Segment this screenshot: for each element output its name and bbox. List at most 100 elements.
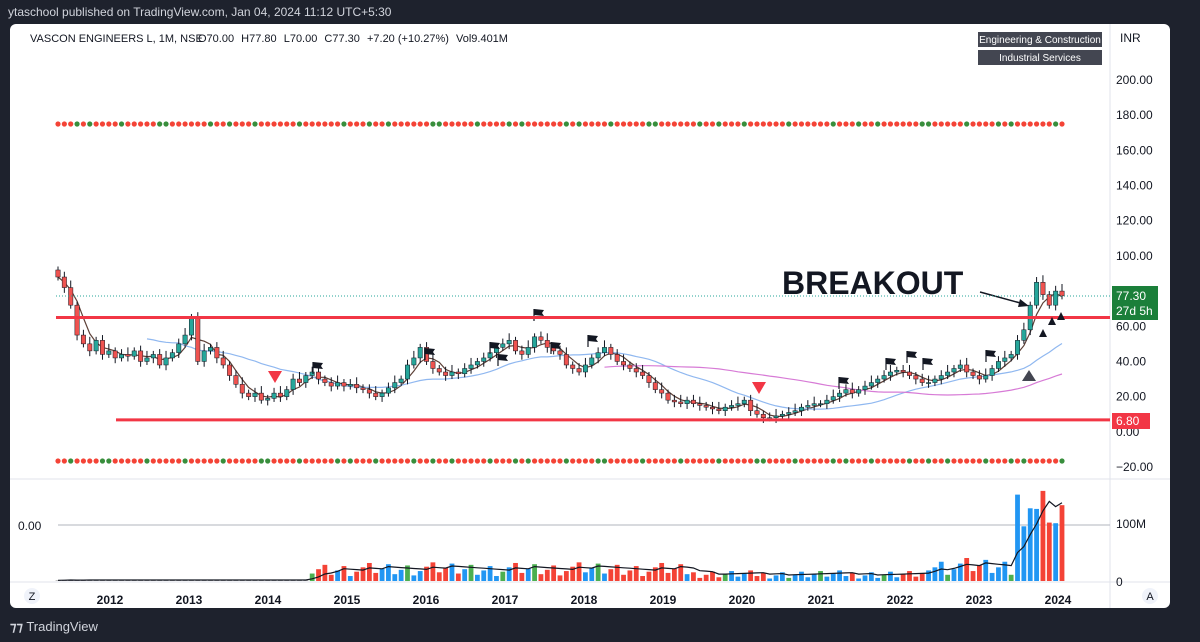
signal-dot: [462, 121, 468, 127]
signal-dot: [817, 121, 824, 127]
signal-dot: [665, 458, 671, 464]
signal-dot: [894, 458, 900, 464]
horizontal-lines[interactable]: [56, 315, 1110, 422]
volume-bar: [608, 569, 614, 581]
volume-bar: [93, 580, 99, 581]
signal-dot: [303, 121, 309, 127]
signal-dot: [61, 121, 67, 127]
candle-body: [182, 334, 188, 345]
auto-scale-left-button[interactable]: Z: [24, 588, 40, 604]
signal-dot: [385, 121, 392, 127]
volume-bar: [881, 574, 887, 581]
candle-body: [805, 405, 811, 408]
sector-badge-1: Engineering & Construction: [979, 35, 1101, 46]
volume-bar: [481, 570, 487, 581]
signal-dot: [258, 121, 264, 127]
volume-bar: [888, 571, 893, 581]
volume-bar: [398, 569, 404, 581]
signal-dot: [964, 121, 970, 127]
signal-dot: [417, 121, 423, 127]
candle-body: [856, 389, 862, 394]
price-axis-tick: 120.00: [1116, 214, 1153, 228]
volume-bar: [208, 580, 213, 581]
volume-bar: [754, 576, 760, 581]
signal-dot: [214, 121, 220, 127]
candle-body: [131, 350, 137, 357]
candle-body: [608, 347, 614, 355]
volume-bar: [741, 573, 747, 581]
candle-body: [277, 392, 283, 397]
signal-dot: [836, 121, 843, 127]
signal-dot: [601, 121, 608, 127]
signal-dot: [443, 458, 449, 464]
candle-body: [519, 350, 525, 355]
signal-dot: [404, 458, 411, 464]
volume-bar: [875, 577, 881, 581]
volume-bar: [1002, 561, 1008, 581]
candle-body: [957, 364, 963, 369]
signal-dot: [277, 458, 284, 464]
signal-dot: [144, 458, 150, 464]
signal-dot: [1059, 458, 1065, 464]
candle-body: [68, 287, 74, 306]
signal-dot: [226, 121, 233, 127]
volume-bar: [55, 580, 61, 581]
signal-dot: [1046, 458, 1052, 464]
candle-body: [474, 361, 480, 366]
volume-bar: [525, 568, 531, 581]
candle-body: [722, 406, 728, 411]
candle-body: [360, 387, 366, 390]
volume-bar: [805, 577, 811, 581]
candle-body: [690, 399, 696, 404]
candle-body: [532, 336, 538, 348]
signal-dot: [296, 458, 303, 464]
candle-body: [894, 370, 900, 373]
volume-bar: [640, 576, 646, 581]
signal-dot: [608, 458, 614, 464]
candle-body: [881, 375, 887, 380]
signal-dot: [868, 121, 874, 127]
volume-bar: [697, 577, 703, 581]
candle-body: [385, 387, 391, 394]
candle-body: [595, 352, 601, 359]
time-axis-tick: 2020: [729, 593, 756, 607]
signal-dot: [709, 458, 716, 464]
volume-bar: [335, 570, 340, 581]
signal-dot: [557, 121, 563, 127]
candle-body: [996, 361, 1001, 369]
volume-bar: [500, 571, 506, 581]
price-axis-tick: −20.00: [1116, 460, 1153, 474]
volume-bar: [799, 571, 804, 581]
candle-body: [239, 384, 245, 394]
volume-bar: [487, 566, 493, 581]
signal-dot: [322, 121, 328, 127]
signal-dot: [462, 458, 468, 464]
signal-dot: [201, 458, 207, 464]
signal-dot: [360, 458, 366, 464]
signal-dot: [341, 458, 347, 464]
candle-body: [246, 392, 252, 397]
candle-body: [697, 403, 703, 406]
signal-dot: [1053, 121, 1059, 127]
signal-dot: [608, 121, 614, 127]
lower-pane-value: 0.00: [18, 519, 42, 533]
price-axis-tick: 160.00: [1116, 143, 1153, 157]
price-axis-tick: 20.00: [1116, 390, 1146, 404]
candle-body: [525, 347, 531, 355]
auto-scale-right-button[interactable]: A: [1142, 588, 1158, 604]
price-chart[interactable]: VASCON ENGINEERS L, 1M, NSE O70.00 H77.8…: [10, 24, 1170, 608]
candle-body: [195, 317, 201, 362]
candle-body: [449, 371, 455, 376]
signal-dot: [932, 458, 938, 464]
volume-bar: [1059, 505, 1065, 581]
signal-dot: [449, 458, 455, 464]
signal-dot: [373, 121, 379, 127]
candle-body: [900, 370, 906, 373]
volume-bar: [862, 575, 868, 581]
candle-body: [983, 375, 989, 380]
signal-dot: [392, 458, 398, 464]
volume-bar: [462, 569, 468, 581]
candle-body: [220, 357, 226, 366]
volume-bar: [513, 562, 518, 581]
signal-dot: [246, 121, 252, 127]
